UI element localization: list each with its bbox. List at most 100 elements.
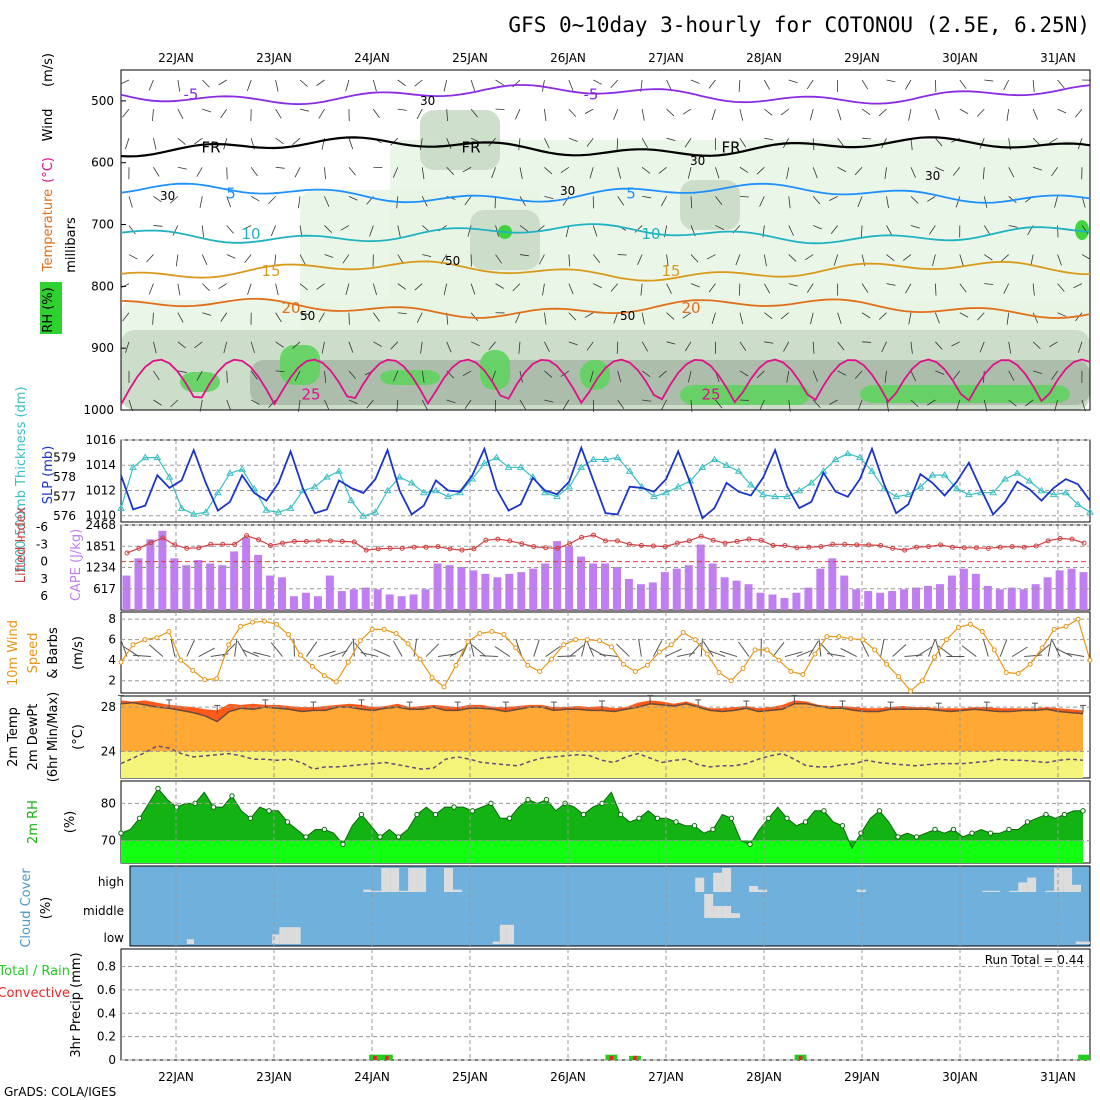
cloud-bar bbox=[713, 872, 723, 892]
pressure-tick: 600 bbox=[91, 156, 114, 170]
date-tick-top: 30JAN bbox=[942, 51, 978, 65]
thickness-point bbox=[1001, 475, 1010, 482]
date-tick-bottom: 25JAN bbox=[452, 1070, 488, 1084]
wind-barb bbox=[886, 399, 890, 412]
wind-speed-point bbox=[979, 628, 985, 634]
wind-barb bbox=[226, 399, 232, 411]
wind-barb bbox=[1066, 652, 1085, 658]
rh-contour-label: 30 bbox=[420, 94, 435, 108]
wind-barb bbox=[586, 639, 594, 657]
lifted-index-point bbox=[734, 538, 740, 544]
thickness-point bbox=[504, 463, 513, 470]
date-tick-bottom: 26JAN bbox=[550, 1070, 586, 1084]
lifted-index-point bbox=[160, 535, 166, 541]
cloud-bar bbox=[856, 889, 866, 892]
wind-speed-point bbox=[501, 632, 507, 638]
lifted-index-point bbox=[794, 545, 800, 551]
wind-barb bbox=[927, 399, 936, 406]
cape-bar bbox=[924, 585, 932, 610]
rh2m-point bbox=[636, 815, 642, 821]
cloud-bar bbox=[272, 934, 280, 944]
slp-tick: 1012 bbox=[85, 483, 116, 497]
rh2m-point bbox=[654, 815, 661, 821]
cloud-bar bbox=[1063, 868, 1073, 892]
wind-barb bbox=[739, 166, 749, 173]
wind-barb bbox=[886, 196, 889, 209]
wind-barb bbox=[1024, 654, 1043, 658]
thickness-point bbox=[868, 467, 876, 474]
cape-bar bbox=[612, 566, 621, 610]
isotherm-label: 15 bbox=[661, 262, 680, 280]
wind-barb bbox=[593, 283, 602, 289]
cape-bar bbox=[158, 530, 167, 610]
rh2m-point bbox=[1061, 811, 1068, 818]
wind-barb bbox=[1006, 109, 1010, 121]
lifted-index-point bbox=[770, 542, 776, 548]
wind-speed-point bbox=[764, 647, 770, 653]
cloud-bar bbox=[991, 890, 1001, 892]
isotherm-label: 10 bbox=[641, 225, 660, 243]
cloud-bar bbox=[499, 924, 507, 944]
cape-bar bbox=[636, 584, 645, 610]
wind-barb bbox=[177, 341, 186, 349]
cloud-bar bbox=[363, 889, 373, 892]
wind-speed-point bbox=[345, 659, 351, 665]
wind-barb bbox=[495, 79, 504, 86]
wind-barb bbox=[491, 167, 496, 179]
thickness-point bbox=[1037, 486, 1046, 494]
wind-barb bbox=[892, 644, 907, 657]
cape-bar bbox=[864, 591, 873, 610]
cape-bar bbox=[146, 539, 155, 610]
thickness-point bbox=[310, 482, 319, 490]
wind-barb bbox=[783, 341, 790, 352]
thickness-point bbox=[286, 504, 295, 511]
rh-area bbox=[420, 110, 500, 170]
wind-barb bbox=[935, 639, 941, 657]
isotherm-label: 5 bbox=[226, 185, 236, 203]
cape-tick: 1234 bbox=[85, 561, 116, 575]
date-tick-bottom: 22JAN bbox=[158, 1070, 194, 1084]
rh2m-point bbox=[950, 826, 957, 833]
cloud-bar bbox=[417, 868, 427, 892]
wind-speed-point bbox=[369, 626, 375, 632]
cape-bar bbox=[266, 575, 275, 610]
wind-speed-point bbox=[991, 647, 997, 653]
wind-barb bbox=[708, 283, 716, 293]
wind-speed-point bbox=[477, 631, 483, 637]
wind-barb bbox=[226, 196, 232, 208]
lifted-index-point bbox=[579, 534, 585, 540]
thickness-point bbox=[153, 453, 162, 461]
wind-barb bbox=[202, 108, 212, 113]
wind-barb bbox=[318, 312, 325, 323]
wind-barb bbox=[324, 225, 332, 233]
wind-speed-point bbox=[309, 663, 315, 669]
date-tick-bottom: 28JAN bbox=[746, 1070, 782, 1084]
wind-barb bbox=[910, 196, 919, 204]
wind-barb bbox=[759, 399, 765, 411]
precip-conv-legend: Convective bbox=[0, 986, 70, 1001]
wind-barb bbox=[250, 341, 255, 354]
wind-barb bbox=[421, 167, 425, 180]
isotherm-label: 20 bbox=[681, 299, 700, 317]
temp-tick: 28 bbox=[101, 700, 116, 714]
cape-bar bbox=[325, 575, 334, 610]
wind-speed-point bbox=[549, 656, 555, 662]
wind-barb bbox=[470, 79, 476, 92]
wind-barb bbox=[170, 196, 179, 204]
wind-barb bbox=[414, 283, 423, 291]
rh2m-point bbox=[303, 834, 309, 840]
wind-barb bbox=[132, 654, 151, 658]
lifted-index-point bbox=[973, 545, 979, 551]
wind-barb bbox=[932, 254, 936, 266]
wind-speed-point bbox=[716, 669, 722, 675]
wind-speed-point bbox=[417, 656, 423, 662]
rh2m-point bbox=[784, 815, 790, 821]
wind-barb bbox=[1000, 254, 1009, 262]
wind-speed-tick: 8 bbox=[108, 612, 116, 626]
wind-barb bbox=[951, 341, 961, 347]
wind-barb bbox=[345, 283, 350, 296]
wind-barb bbox=[690, 399, 693, 412]
rh2m-point bbox=[229, 793, 235, 799]
wind-barb bbox=[443, 283, 448, 296]
wind-speed-point bbox=[848, 636, 854, 642]
